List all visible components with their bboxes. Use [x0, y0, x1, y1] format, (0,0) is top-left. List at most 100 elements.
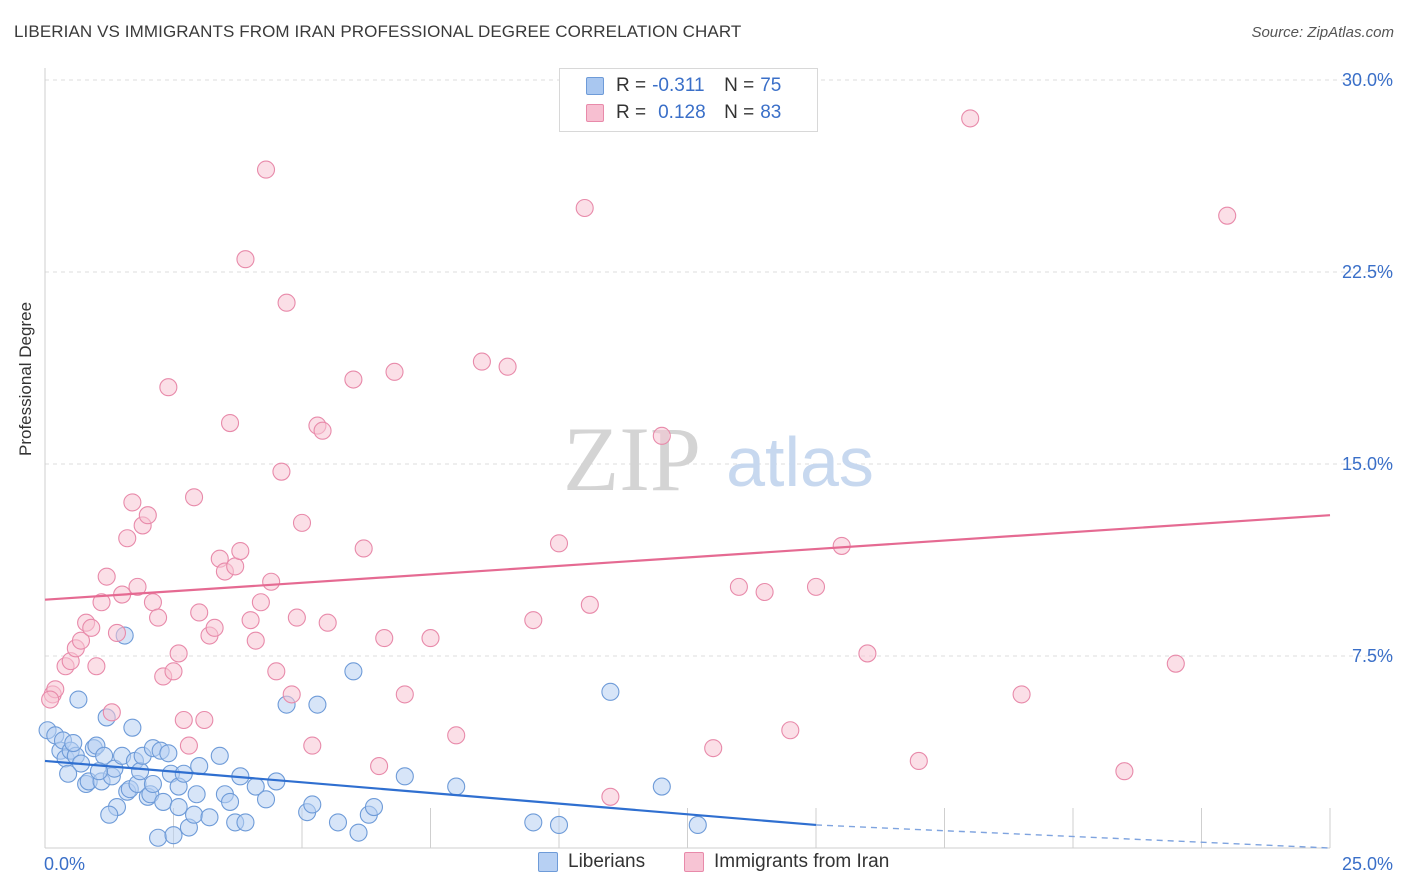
point-iran — [313, 421, 332, 440]
point-iran — [580, 595, 599, 614]
point-iran — [472, 352, 491, 371]
n-value: 83 — [760, 102, 782, 123]
point-liberians — [59, 764, 78, 783]
point-iran — [1115, 762, 1134, 781]
correlation-legend: R = -0.311 N = 75 R = 0.128 N = 83 — [559, 68, 818, 132]
trend-lines — [44, 514, 1331, 849]
point-iran — [159, 378, 178, 397]
point-iran — [87, 657, 106, 676]
point-iran — [303, 736, 322, 755]
point-iran — [262, 572, 281, 591]
point-iran — [549, 534, 569, 553]
point-iran — [601, 787, 620, 806]
point-liberians — [187, 785, 206, 804]
legend-label-iran: Immigrants from Iran — [714, 851, 890, 872]
n-value: 75 — [760, 75, 782, 96]
legend-swatch-iran — [586, 104, 604, 122]
source-label: Source: ZipAtlas.com — [1251, 24, 1394, 41]
series-legend: Liberians Immigrants from Iran — [0, 851, 1406, 877]
r-value: 0.128 — [658, 102, 706, 123]
point-liberians — [143, 774, 162, 794]
point-iran — [251, 593, 270, 612]
point-iran — [267, 662, 286, 681]
point-liberians — [328, 813, 348, 832]
legend-row-iran: R = 0.128 N = 83 — [586, 101, 781, 125]
point-iran — [128, 577, 147, 596]
y-tick-label: 22.5% — [1342, 262, 1393, 282]
point-iran — [652, 426, 671, 445]
point-liberians — [601, 682, 620, 701]
trend-line-iran — [44, 514, 1331, 601]
n-label: N = — [724, 102, 755, 123]
point-iran — [385, 362, 404, 381]
point-liberians — [688, 815, 707, 835]
point-iran — [143, 593, 162, 612]
point-liberians — [100, 805, 119, 824]
point-iran — [123, 493, 142, 512]
point-iran — [205, 618, 224, 637]
legend-row-liberians: R = -0.311 N = 75 — [586, 74, 781, 98]
point-iran — [729, 577, 748, 596]
legend-label-liberians: Liberians — [568, 851, 646, 872]
point-liberians — [524, 813, 543, 832]
r-label: R = — [616, 75, 647, 96]
point-iran — [704, 739, 723, 758]
point-iran — [138, 506, 157, 525]
point-liberians — [395, 767, 414, 786]
point-liberians — [308, 695, 327, 714]
trend-line-liberians-extension — [815, 824, 1331, 849]
point-iran — [185, 488, 204, 507]
point-iran — [370, 757, 389, 776]
point-liberians — [220, 792, 240, 811]
point-iran — [318, 613, 337, 632]
point-iran — [164, 662, 183, 681]
point-iran — [169, 644, 188, 663]
point-iran — [190, 603, 209, 622]
point-iran — [107, 623, 127, 643]
point-liberians — [344, 662, 363, 681]
point-iran — [97, 567, 116, 586]
point-liberians — [303, 795, 322, 814]
point-liberians — [154, 792, 173, 811]
point-liberians — [64, 733, 83, 753]
point-liberians — [89, 762, 109, 781]
point-liberians — [190, 757, 209, 776]
point-iran — [961, 109, 980, 128]
point-iran — [102, 703, 121, 722]
point-liberians — [149, 828, 168, 847]
legend-item-liberians[interactable]: Liberians — [538, 851, 645, 873]
point-liberians — [652, 777, 671, 796]
point-liberians — [236, 813, 255, 832]
point-iran — [498, 357, 517, 376]
point-iran — [1012, 685, 1031, 704]
n-label: N = — [724, 75, 755, 96]
legend-item-iran[interactable]: Immigrants from Iran — [684, 851, 889, 873]
point-iran — [92, 593, 111, 612]
y-axis-label: Professional Degree — [16, 301, 35, 456]
point-liberians — [256, 790, 276, 809]
point-iran — [344, 370, 363, 389]
point-liberians — [210, 746, 229, 765]
watermark-zip: ZIP — [563, 408, 701, 510]
point-iran — [282, 685, 301, 704]
point-iran — [395, 685, 414, 704]
point-iran — [354, 539, 373, 558]
r-value: -0.311 — [652, 75, 705, 96]
point-iran — [118, 529, 137, 548]
point-iran — [220, 413, 240, 433]
point-iran — [1166, 654, 1185, 673]
point-liberians — [185, 805, 204, 824]
y-tick-label: 15.0% — [1342, 454, 1393, 474]
tick-labels: 7.5% 15.0% 22.5% 30.0% 0.0% 25.0% — [44, 70, 1393, 874]
point-iran — [1218, 206, 1237, 225]
point-iran — [806, 577, 826, 596]
legend-swatch-liberians — [586, 77, 604, 95]
x-tick-label-max: 25.0% — [1342, 854, 1393, 874]
point-iran — [909, 751, 928, 771]
point-iran — [447, 726, 466, 745]
chart-title: LIBERIAN VS IMMIGRANTS FROM IRAN PROFESS… — [14, 22, 742, 41]
point-liberians — [447, 777, 466, 796]
point-iran — [287, 608, 306, 627]
point-liberians — [69, 690, 88, 709]
